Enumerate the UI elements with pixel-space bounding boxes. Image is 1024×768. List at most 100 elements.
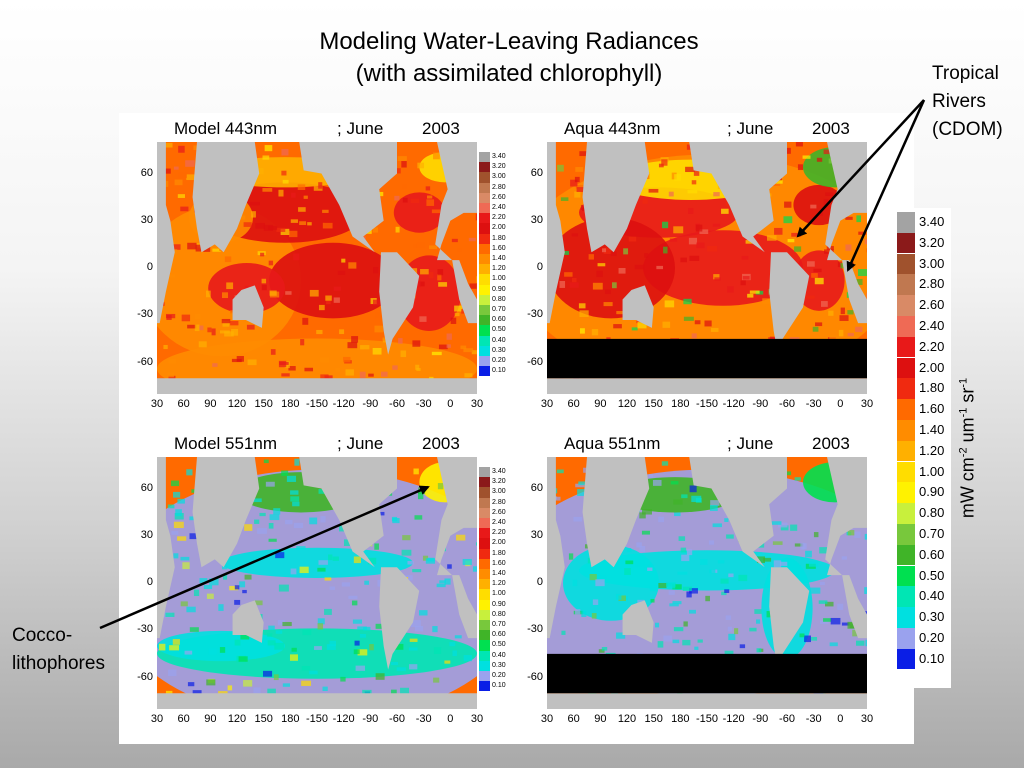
x-tick-label: -90 [752, 398, 769, 410]
colorbar-swatch [479, 671, 490, 682]
colorbar-level-label: 0.30 [492, 346, 506, 354]
panel-title-source: Aqua 443nm [564, 119, 661, 138]
colorbar-level-label: 0.20 [492, 357, 506, 364]
colorbar-swatch [897, 607, 915, 628]
map-panel-aqua551: Aqua 551nm ; June 2003 60 30 0 -30 -60 30 60 90 120… [509, 428, 899, 743]
colorbar-swatch [479, 538, 490, 549]
y-tick-label: -30 [527, 623, 543, 636]
x-tick-label: 120 [227, 398, 247, 410]
y-tick-label: -60 [527, 670, 543, 683]
slide-title: Modeling Water-Leaving Radiances [319, 28, 699, 55]
slide-subtitle: (with assimilated chlorophyll) [355, 60, 663, 87]
y-tick-label: 30 [530, 528, 543, 541]
x-tick-label: 0 [447, 398, 454, 410]
x-tick-label: -60 [779, 398, 795, 410]
colorbar-level-label: 3.20 [919, 234, 945, 250]
colorbar-level-label: 1.40 [492, 255, 506, 262]
colorbar-level-label: 2.40 [492, 204, 506, 211]
panel-title-sep: ; June [727, 434, 774, 453]
colorbar-level-label: 0.50 [492, 641, 506, 649]
map-panel-model551: Model 551nm ; June 2003 60 30 0 -30 -60 30 60 90 12… [119, 428, 509, 743]
colorbar-level-label: 0.20 [919, 630, 945, 645]
colorbar-level-label: 2.20 [492, 214, 506, 222]
x-tick-label: -90 [752, 713, 769, 725]
colorbar-swatch [479, 356, 490, 367]
colorbar-level-label: 1.60 [492, 244, 506, 252]
colorbar-swatch [479, 518, 490, 529]
y-tick-label: 60 [530, 166, 543, 179]
colorbar-level-label: 0.30 [492, 661, 506, 669]
x-tick-label: 120 [227, 713, 247, 725]
map-plot [547, 142, 867, 394]
colorbar-swatch [897, 274, 915, 295]
x-tick-label: 180 [671, 713, 690, 725]
colorbar-level-label: 2.00 [492, 224, 506, 232]
x-tick-label: 30 [540, 398, 554, 410]
x-tick-label: -30 [805, 398, 822, 410]
panel-title-source: Aqua 551nm [564, 434, 661, 453]
colorbar-level-label: 0.80 [492, 295, 506, 303]
x-tick-label: -120 [722, 398, 745, 410]
x-tick-label: -150 [695, 398, 719, 410]
colorbar-level-label: 0.80 [919, 505, 945, 521]
x-tick-label: 30 [470, 398, 484, 410]
colorbar-level-label: 1.40 [919, 422, 945, 437]
x-tick-label: 60 [567, 713, 580, 725]
x-tick-label: -90 [362, 398, 379, 410]
colorbar-swatch [479, 497, 490, 508]
x-tick-label: 90 [204, 398, 217, 410]
colorbar-level-label: 2.20 [492, 529, 506, 537]
colorbar-level-label: 0.80 [492, 610, 506, 618]
colorbar-swatch [479, 467, 490, 478]
colorbar-level-label: 3.20 [492, 478, 506, 486]
y-tick-label: 0 [146, 261, 153, 273]
colorbar-level-label: 0.70 [492, 621, 506, 628]
panel-colorbar: 3.40 3.20 3.00 2.80 2.60 2.40 2.20 2.00 1.80 1.60… [479, 467, 509, 693]
x-tick-label: -120 [332, 713, 355, 725]
colorbar-level-label: 3.40 [919, 214, 945, 229]
colorbar-swatch [479, 203, 490, 214]
x-tick-label: 60 [177, 713, 190, 725]
colorbar-swatch [479, 325, 490, 336]
colorbar-level-label: 2.40 [492, 519, 506, 526]
colorbar-swatch [479, 192, 490, 203]
map-panel-aqua443: Aqua 443nm ; June 2003 60 30 0 -30 -60 30 60 90 120… [509, 113, 899, 428]
colorbar-level-label: 0.60 [492, 631, 506, 639]
colorbar-swatch [897, 461, 915, 483]
colorbar-level-label: 3.00 [919, 255, 945, 271]
colorbar-level-label: 0.50 [492, 326, 506, 334]
colorbar-swatch [479, 152, 490, 163]
colorbar-swatch [479, 477, 490, 488]
x-tick-label: 90 [594, 713, 607, 725]
x-tick-label: 90 [594, 398, 607, 410]
panel-title-year: 2003 [422, 434, 460, 453]
colorbar-swatch [479, 264, 490, 275]
colorbar-level-label: 0.90 [492, 285, 506, 293]
y-tick-label: -30 [137, 308, 153, 321]
colorbar-level-label: 2.20 [919, 338, 945, 354]
colorbar-level-label: 3.40 [492, 153, 506, 160]
map-panel-model443: Model 443nm ; June 2003 60 30 0 -30 -60 30 60 90 12… [119, 113, 509, 428]
x-tick-label: 30 [540, 713, 554, 725]
x-tick-label: 0 [447, 713, 454, 725]
colorbar-swatch [479, 609, 490, 620]
colorbar-swatch [897, 586, 915, 607]
colorbar-level-label: 0.70 [492, 306, 506, 313]
annotation-tropical-rivers: Tropical Rivers (CDOM) [932, 63, 1003, 140]
y-tick-label: 60 [140, 166, 153, 179]
y-tick-label: 30 [140, 528, 153, 541]
colorbar-level-label: 0.40 [492, 336, 506, 344]
y-tick-label: 0 [536, 576, 543, 588]
colorbar-swatch [479, 243, 490, 254]
colorbar-swatch [897, 336, 915, 358]
colorbar-swatch [479, 335, 490, 346]
colorbar-level-label: 0.30 [919, 609, 945, 625]
x-tick-label: -60 [779, 713, 795, 725]
colorbar-swatch [479, 569, 490, 580]
colorbar-swatch [897, 565, 915, 587]
colorbar-level-label: 3.20 [492, 163, 506, 171]
colorbar-swatch [479, 223, 490, 234]
colorbar-swatch [479, 558, 490, 569]
colorbar-level-label: 2.40 [919, 318, 945, 333]
